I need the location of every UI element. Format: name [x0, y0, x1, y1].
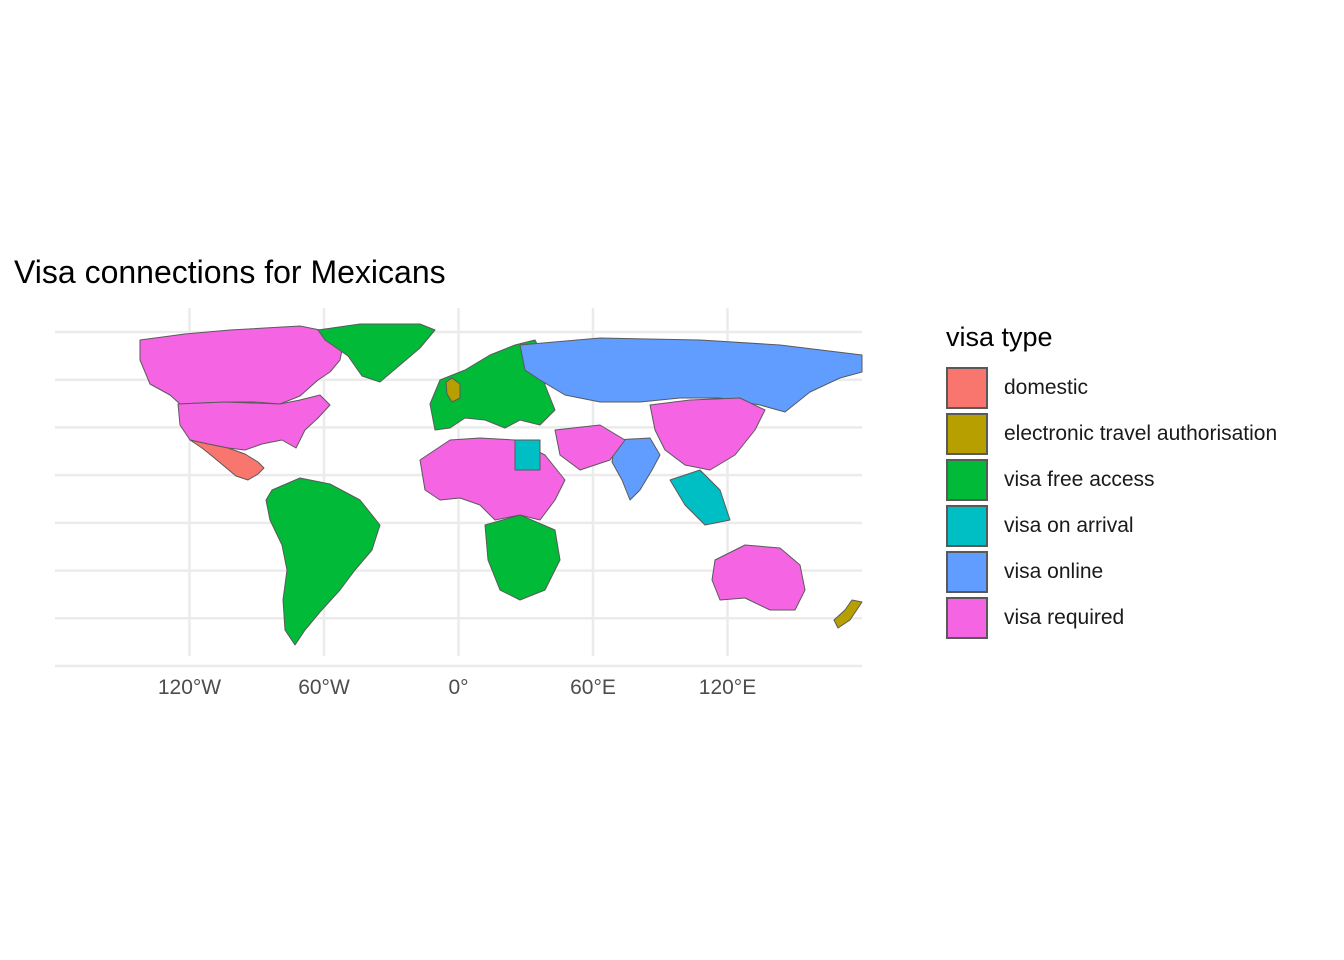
country-australia — [711, 544, 806, 611]
country-egypt — [514, 439, 541, 471]
x-tick-label: 60°W — [298, 676, 350, 699]
legend-label: electronic travel authorisation — [1004, 422, 1278, 445]
x-tick-label: 120°E — [699, 676, 756, 699]
x-tick-label: 60°E — [570, 676, 616, 699]
x-tick-label: 0° — [448, 676, 468, 699]
country-greenland — [317, 323, 436, 383]
legend-item-visa-on-arrival: visa on arrival — [946, 503, 1277, 549]
legend-label: visa online — [1004, 560, 1104, 583]
legend-label: visa free access — [1004, 468, 1155, 491]
country-mexico — [189, 439, 265, 481]
country-united-kingdom — [445, 377, 461, 403]
legend-item-visa-free-access: visa free access — [946, 457, 1277, 503]
country-canada — [139, 325, 346, 405]
country-china — [649, 397, 766, 471]
legend-item-visa-online: visa online — [946, 549, 1277, 595]
legend-key — [946, 413, 988, 455]
country-new-zealand — [833, 599, 863, 629]
legend-key — [946, 597, 988, 639]
legend-key — [946, 551, 988, 593]
x-tick-label: 120°W — [158, 676, 221, 699]
country-south-america — [265, 477, 381, 646]
southeast-asia-region — [669, 469, 731, 526]
legend-title: visa type — [946, 322, 1053, 352]
legend-item-domestic: domestic — [946, 365, 1277, 411]
x-axis-ticks: 120°W 60°W 0° 60°E 120°E — [158, 676, 756, 699]
legend-label: visa on arrival — [1004, 514, 1134, 537]
country-india — [611, 437, 661, 501]
country-russia — [519, 337, 863, 413]
country-united-states — [177, 394, 331, 451]
legend-item-visa-required: visa required — [946, 595, 1277, 641]
chart-title: Visa connections for Mexicans — [14, 254, 446, 290]
country-southern-africa — [484, 514, 561, 601]
legend-item-electronic-travel-authorisation: electronic travel authorisation — [946, 411, 1277, 457]
legend-key — [946, 367, 988, 409]
legend-key — [946, 505, 988, 547]
legend-key — [946, 459, 988, 501]
legend-label: domestic — [1004, 376, 1089, 399]
legend: visa type domestic electronic travel auth… — [946, 322, 1277, 641]
north-africa-region — [419, 437, 566, 521]
countries-layer — [139, 323, 863, 646]
middle-east-region — [554, 424, 626, 471]
legend-label: visa required — [1004, 606, 1125, 629]
